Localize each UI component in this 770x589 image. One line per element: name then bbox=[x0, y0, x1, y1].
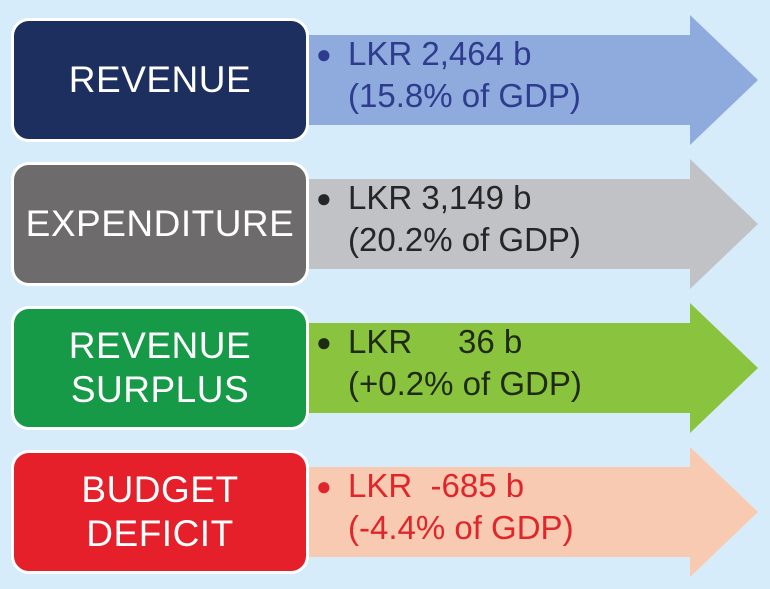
bullet-icon: ● bbox=[316, 183, 332, 213]
expenditure-value: ● LKR 3,149 b (20.2% of GDP) bbox=[316, 177, 706, 261]
budget-deficit-label-line-2: DEFICIT bbox=[86, 513, 234, 554]
revenue-label-line-1: REVENUE bbox=[68, 59, 252, 100]
budget-deficit-value: ● LKR -685 b (-4.4% of GDP) bbox=[316, 465, 706, 549]
revenue-surplus-label-box: REVENUE SURPLUS bbox=[11, 306, 309, 430]
revenue-gdp-share: (15.8% of GDP) bbox=[348, 77, 581, 114]
budget-deficit-amount: LKR -685 b bbox=[348, 467, 525, 504]
budget-deficit-label-box: BUDGET DEFICIT bbox=[11, 450, 309, 574]
revenue-arrow bbox=[290, 15, 758, 145]
bullet-icon: ● bbox=[316, 39, 332, 69]
revenue-surplus-value: ● LKR 36 b (+0.2% of GDP) bbox=[316, 321, 706, 405]
revenue-surplus-label-line-2: SURPLUS bbox=[70, 369, 250, 410]
revenue-row: REVENUE ● LKR 2,464 b (15.8% of GDP) bbox=[0, 13, 770, 147]
revenue-surplus-label-line-1: REVENUE bbox=[68, 325, 252, 366]
revenue-surplus-amount: LKR 36 b bbox=[348, 323, 523, 360]
budget-deficit-arrow bbox=[290, 447, 758, 577]
revenue-surplus-row: REVENUE SURPLUS ● LKR 36 b (+0.2% of GDP) bbox=[0, 301, 770, 435]
expenditure-gdp-share: (20.2% of GDP) bbox=[348, 221, 581, 258]
bullet-icon: ● bbox=[316, 327, 332, 357]
bullet-icon: ● bbox=[316, 471, 332, 501]
revenue-surplus-arrow bbox=[290, 303, 758, 433]
budget-deficit-row: BUDGET DEFICIT ● LKR -685 b (-4.4% of GDP… bbox=[0, 445, 770, 579]
revenue-value: ● LKR 2,464 b (15.8% of GDP) bbox=[316, 33, 706, 117]
revenue-label-box: REVENUE bbox=[11, 18, 309, 142]
expenditure-row: EXPENDITURE ● LKR 3,149 b (20.2% of GDP) bbox=[0, 157, 770, 291]
revenue-surplus-gdp-share: (+0.2% of GDP) bbox=[348, 365, 582, 402]
expenditure-amount: LKR 3,149 b bbox=[348, 179, 532, 216]
expenditure-label-line-1: EXPENDITURE bbox=[25, 203, 295, 244]
expenditure-arrow bbox=[290, 159, 758, 289]
revenue-amount: LKR 2,464 b bbox=[348, 35, 532, 72]
budget-deficit-gdp-share: (-4.4% of GDP) bbox=[348, 509, 574, 546]
budget-deficit-label-line-1: BUDGET bbox=[81, 469, 239, 510]
expenditure-label-box: EXPENDITURE bbox=[11, 162, 309, 286]
